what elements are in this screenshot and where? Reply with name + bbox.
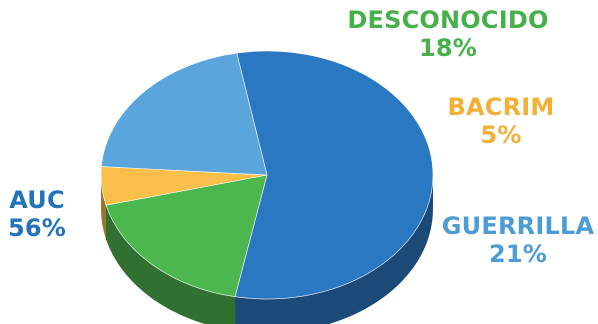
label-bacrim-value: 5% bbox=[480, 120, 522, 149]
label-auc-name: AUC bbox=[9, 186, 65, 214]
label-bacrim: BACRIM 5% bbox=[426, 93, 576, 149]
label-auc-value: 56% bbox=[7, 213, 67, 242]
label-desconocido-value: 18% bbox=[418, 33, 478, 62]
label-guerrilla-name: GUERRILLA bbox=[441, 212, 595, 240]
pie-slice-guerrilla bbox=[101, 52, 268, 176]
label-auc: AUC 56% bbox=[0, 186, 74, 242]
pie-slice-auc bbox=[234, 50, 434, 300]
label-desconocido-name: DESCONOCIDO bbox=[347, 6, 549, 34]
label-desconocido: DESCONOCIDO 18% bbox=[318, 6, 578, 62]
pie-side-auc bbox=[235, 175, 433, 324]
label-guerrilla-value: 21% bbox=[488, 239, 548, 268]
label-bacrim-name: BACRIM bbox=[447, 93, 555, 121]
pie-side-desconocido bbox=[106, 205, 236, 324]
label-guerrilla: GUERRILLA 21% bbox=[418, 212, 598, 268]
pie-slice-desconocido bbox=[105, 174, 268, 298]
